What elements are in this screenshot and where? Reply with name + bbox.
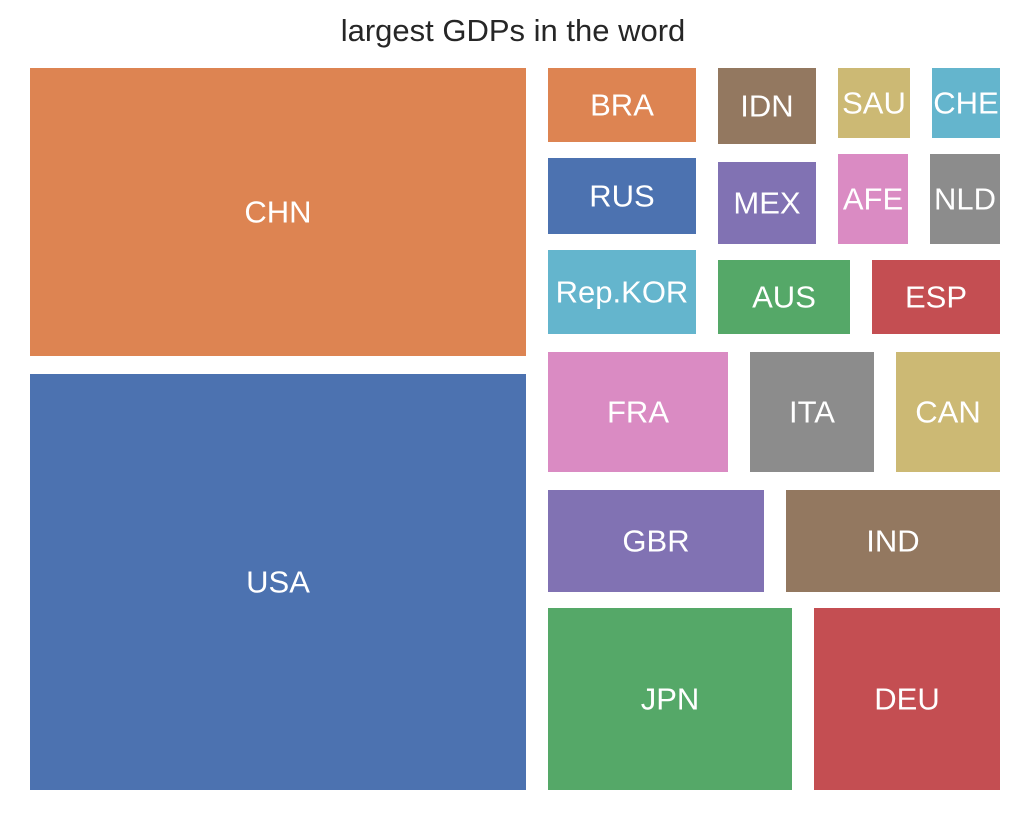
tile-label-idn: IDN — [740, 89, 793, 124]
tile-label-deu: DEU — [874, 682, 939, 717]
tile-label-nld: NLD — [934, 182, 996, 217]
tile-sau — [838, 68, 910, 138]
tile-bra — [548, 68, 696, 142]
tile-label-aus: AUS — [752, 280, 816, 315]
tile-fra — [548, 352, 728, 472]
tile-chn — [30, 68, 526, 356]
tile-gbr — [548, 490, 764, 592]
tile-label-sau: SAU — [842, 86, 906, 121]
tile-rus — [548, 158, 696, 234]
tile-label-can: CAN — [915, 395, 980, 430]
tile-ita — [750, 352, 874, 472]
tile-label-fra: FRA — [607, 395, 669, 430]
tile-can — [896, 352, 1000, 472]
tile-label-rep-kor: Rep.KOR — [556, 275, 689, 310]
tile-label-gbr: GBR — [622, 524, 689, 559]
tile-label-chn: CHN — [244, 195, 311, 230]
tile-mex — [718, 162, 816, 244]
tile-jpn — [548, 608, 792, 790]
tile-nld — [930, 154, 1000, 244]
tile-label-jpn: JPN — [641, 682, 700, 717]
tile-label-mex: MEX — [733, 186, 801, 221]
tile-label-bra: BRA — [590, 88, 654, 123]
tile-usa — [30, 374, 526, 790]
tile-idn — [718, 68, 816, 144]
tile-label-ita: ITA — [789, 395, 835, 430]
tile-aus — [718, 260, 850, 334]
tile-ind — [786, 490, 1000, 592]
tile-rep-kor — [548, 250, 696, 334]
tile-che — [932, 68, 1000, 138]
tile-esp — [872, 260, 1000, 334]
tile-label-esp: ESP — [905, 280, 967, 315]
chart-title: largest GDPs in the word — [340, 13, 686, 48]
tile-label-ind: IND — [866, 524, 919, 559]
tile-label-afe: AFE — [843, 182, 903, 217]
tile-deu — [814, 608, 1000, 790]
tile-afe — [838, 154, 908, 244]
tile-label-che: CHE — [933, 86, 998, 121]
tile-label-usa: USA — [246, 565, 310, 600]
tile-label-rus: RUS — [589, 179, 654, 214]
